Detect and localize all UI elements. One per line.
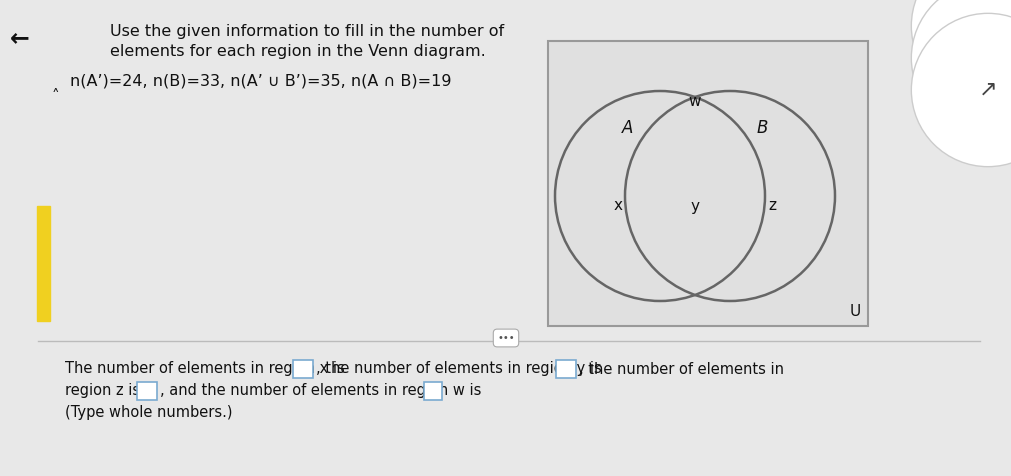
Bar [548, 41, 867, 326]
Text: U: U [849, 304, 860, 319]
Text: w: w [688, 93, 701, 109]
FancyBboxPatch shape [555, 360, 575, 378]
Text: ↗: ↗ [978, 80, 996, 100]
Text: The number of elements in region x is: The number of elements in region x is [65, 361, 349, 377]
Text: ⊙: ⊙ [978, 48, 996, 68]
Text: ⊕: ⊕ [978, 16, 996, 36]
Bar [37, 206, 50, 321]
Text: ←: ← [10, 26, 30, 50]
Text: , and the number of elements in region w is: , and the number of elements in region w… [160, 384, 485, 398]
Text: , the number of elements in: , the number of elements in [578, 361, 784, 377]
Text: x: x [613, 198, 622, 214]
Text: elements for each region in the Venn diagram.: elements for each region in the Venn dia… [110, 44, 485, 59]
Text: region z is: region z is [65, 384, 145, 398]
FancyBboxPatch shape [424, 382, 442, 400]
Text: •••: ••• [496, 333, 515, 343]
FancyBboxPatch shape [136, 382, 157, 400]
Text: (Type whole numbers.): (Type whole numbers.) [65, 406, 233, 420]
Text: , the number of elements in region y is: , the number of elements in region y is [315, 361, 606, 377]
Text: y: y [690, 198, 699, 214]
Text: n(A’)=24, n(B)=33, n(A’ ∪ B’)=35, n(A ∩ B)=19: n(A’)=24, n(B)=33, n(A’ ∪ B’)=35, n(A ∩ … [70, 74, 451, 89]
Text: z: z [767, 198, 775, 214]
Text: Use the given information to fill in the number of: Use the given information to fill in the… [110, 24, 503, 39]
Text: A: A [622, 119, 633, 137]
Text: ˄: ˄ [52, 89, 59, 103]
Text: B: B [755, 119, 767, 137]
FancyBboxPatch shape [293, 360, 312, 378]
